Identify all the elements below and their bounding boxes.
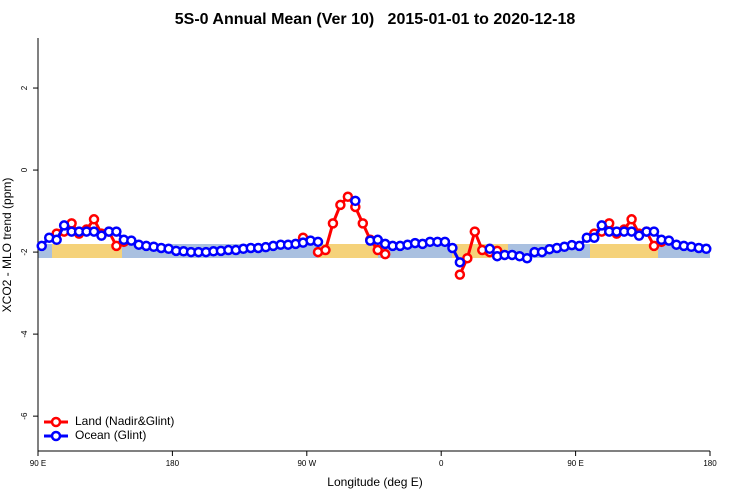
point — [626, 214, 637, 225]
y-tick-label: -6 — [20, 412, 29, 420]
point — [372, 234, 383, 246]
x-tick-label: 180 — [703, 459, 717, 468]
x-tick-label: 90 E — [30, 459, 46, 468]
x-tick-label: 90 E — [567, 459, 583, 468]
point — [454, 257, 466, 268]
y-tick-label: 0 — [20, 167, 29, 172]
x-tick-label: 180 — [166, 459, 180, 468]
point — [51, 234, 62, 246]
point — [96, 230, 107, 241]
point — [111, 226, 122, 237]
point — [447, 242, 458, 254]
point — [648, 240, 660, 252]
point — [320, 244, 331, 256]
point — [626, 226, 637, 237]
point — [663, 235, 675, 246]
point — [648, 226, 660, 237]
point — [521, 252, 533, 264]
point — [574, 240, 585, 252]
x-tick-label: 90 W — [297, 459, 316, 468]
point — [58, 220, 70, 231]
point — [589, 232, 600, 243]
point — [350, 195, 361, 207]
point — [379, 248, 391, 260]
y-tick-label: -2 — [20, 248, 29, 256]
legend-marker — [50, 416, 62, 428]
point — [439, 236, 451, 248]
point — [484, 243, 495, 255]
point — [633, 230, 645, 241]
point — [312, 236, 324, 248]
chart-title: 5S-0 Annual Mean (Ver 10) 2015-01-01 to … — [175, 11, 576, 28]
legend-label: Ocean (Glint) — [75, 428, 146, 442]
legend-label: Land (Nadir&Glint) — [75, 414, 174, 428]
point — [342, 191, 354, 202]
point — [335, 199, 346, 211]
y-tick-label: -4 — [20, 330, 29, 338]
point — [126, 235, 137, 246]
point — [88, 214, 100, 225]
x-tick-label: 0 — [439, 459, 444, 468]
point — [88, 226, 100, 237]
point — [327, 218, 339, 229]
point — [36, 240, 47, 252]
point — [372, 244, 383, 256]
legend-marker — [50, 430, 62, 442]
point — [462, 252, 473, 264]
point — [596, 220, 607, 231]
point — [357, 218, 369, 229]
point — [111, 240, 122, 252]
point — [701, 243, 712, 255]
y-tick-label: 2 — [20, 85, 29, 90]
y-axis-title: XCO2 - MLO trend (ppm) — [0, 178, 14, 313]
x-axis-title: Longitude (deg E) — [327, 475, 422, 489]
point — [454, 269, 466, 280]
point — [469, 226, 481, 237]
